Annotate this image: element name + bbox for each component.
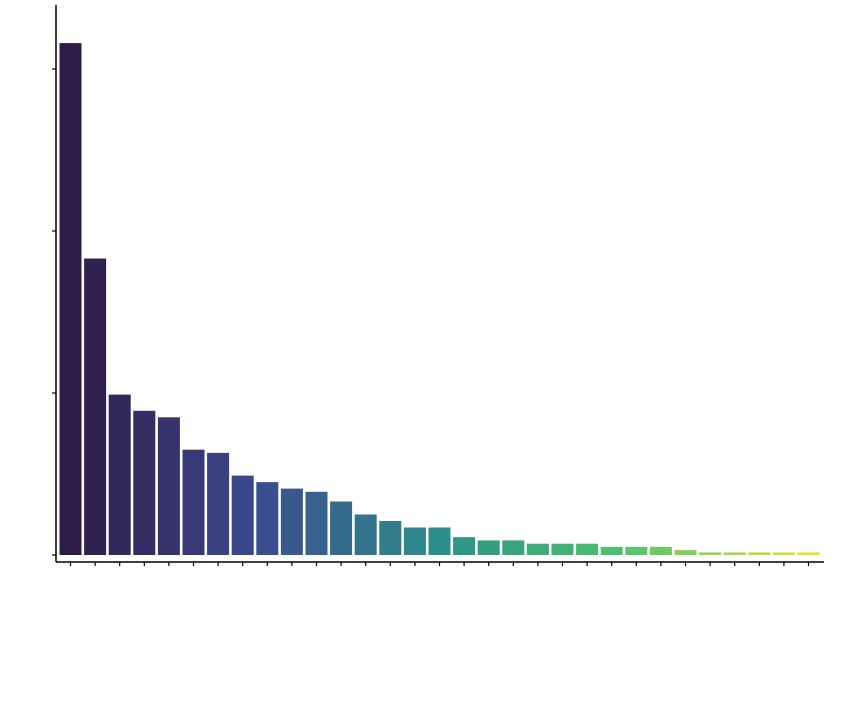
bar-1 bbox=[59, 43, 82, 555]
bar-2 bbox=[84, 258, 107, 555]
axes bbox=[52, 5, 824, 566]
bar-13 bbox=[354, 514, 377, 555]
bar-30 bbox=[772, 552, 795, 555]
bar-9 bbox=[256, 482, 279, 555]
x-axis-ticks bbox=[69, 562, 810, 566]
bar-12 bbox=[330, 501, 353, 555]
bar-6 bbox=[182, 449, 205, 555]
bar-24 bbox=[625, 546, 648, 555]
bar-26 bbox=[674, 550, 697, 555]
bar-29 bbox=[748, 552, 771, 555]
bar-19 bbox=[502, 540, 525, 555]
bar-31 bbox=[797, 552, 820, 555]
bar-series bbox=[59, 43, 820, 555]
bar-4 bbox=[133, 410, 156, 555]
bar-17 bbox=[453, 537, 476, 555]
bar-21 bbox=[551, 543, 574, 555]
bar-23 bbox=[600, 546, 623, 555]
bar-14 bbox=[379, 521, 402, 555]
bar-18 bbox=[477, 540, 500, 555]
bar-20 bbox=[526, 543, 549, 555]
bar-8 bbox=[231, 475, 254, 555]
bar-5 bbox=[157, 417, 180, 555]
bar-28 bbox=[723, 552, 746, 555]
bar-15 bbox=[403, 527, 426, 555]
bar-7 bbox=[207, 452, 230, 555]
bar-22 bbox=[576, 543, 599, 555]
bar-16 bbox=[428, 527, 451, 555]
bar-11 bbox=[305, 491, 328, 555]
bar-27 bbox=[699, 552, 722, 555]
bar-10 bbox=[280, 488, 303, 555]
y-axis-ticks bbox=[52, 68, 56, 556]
bar-25 bbox=[649, 546, 672, 555]
bar-3 bbox=[108, 394, 131, 555]
